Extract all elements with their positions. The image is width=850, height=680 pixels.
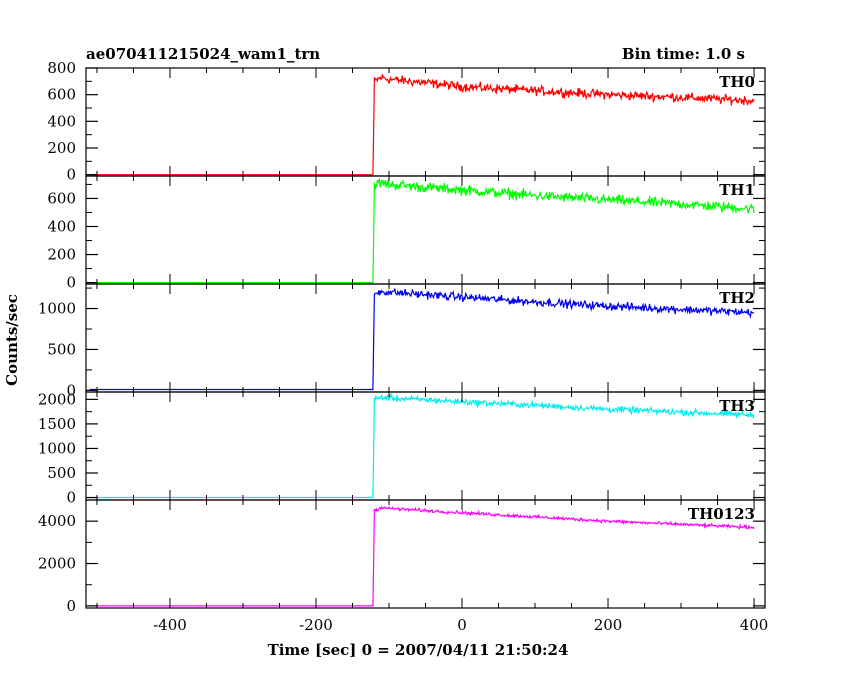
panel-label-th3: TH3 [719, 397, 755, 415]
x-tick-label: 400 [740, 616, 769, 634]
panel-frame-th2 [85, 283, 766, 393]
y-tick-label: 0 [66, 274, 76, 292]
panel-frame-th3 [85, 391, 766, 501]
y-tick-label: 0 [66, 597, 76, 615]
x-tick-label: -200 [299, 616, 333, 634]
panel-frame-th0123 [85, 499, 766, 609]
series-line-th3 [89, 392, 755, 499]
panel-label-th0123: TH0123 [688, 505, 755, 523]
y-tick-label: 500 [47, 340, 76, 358]
series-line-th2 [89, 288, 755, 391]
series-line-th1 [89, 177, 755, 284]
y-tick-label: 600 [47, 86, 76, 104]
y-axis-label: Counts/sec [3, 294, 21, 386]
y-tick-label: 800 [47, 59, 76, 77]
panel-frame-th1 [85, 175, 766, 285]
panels-group: 0 200 400 600 800 TH0 0 200 400 600 TH1 0 500 1000 TH2… [38, 59, 769, 634]
panel-label-th2: TH2 [719, 289, 755, 307]
y-tick-label: 1000 [38, 300, 76, 318]
y-tick-label: 200 [47, 246, 76, 264]
y-tick-label: 1000 [38, 439, 76, 457]
y-tick-label: 2000 [38, 390, 76, 408]
y-tick-label: 1500 [38, 415, 76, 433]
panel-label-th0: TH0 [719, 73, 755, 91]
panel-label-th1: TH1 [719, 181, 755, 199]
x-tick-label: 0 [457, 616, 467, 634]
panel-frame-th0 [85, 67, 766, 177]
y-tick-label: 2000 [38, 555, 76, 573]
y-tick-label: 200 [47, 139, 76, 157]
series-line-th0123 [89, 505, 755, 607]
y-tick-label: 600 [47, 189, 76, 207]
y-tick-label: 0 [66, 381, 76, 399]
y-tick-label: 0 [66, 166, 76, 184]
x-tick-label: 200 [594, 616, 623, 634]
y-tick-label: 0 [66, 489, 76, 507]
x-tick-label: -400 [153, 616, 187, 634]
chart-title: ae070411215024_wam1_trn [86, 45, 320, 63]
bin-time-label: Bin time: 1.0 s [622, 45, 745, 63]
y-tick-label: 400 [47, 112, 76, 130]
y-tick-label: 4000 [38, 512, 76, 530]
y-tick-label: 400 [47, 217, 76, 235]
series-line-th0 [89, 74, 755, 176]
x-axis-label: Time [sec] 0 = 2007/04/11 21:50:24 [268, 641, 569, 659]
y-tick-label: 500 [47, 464, 76, 482]
